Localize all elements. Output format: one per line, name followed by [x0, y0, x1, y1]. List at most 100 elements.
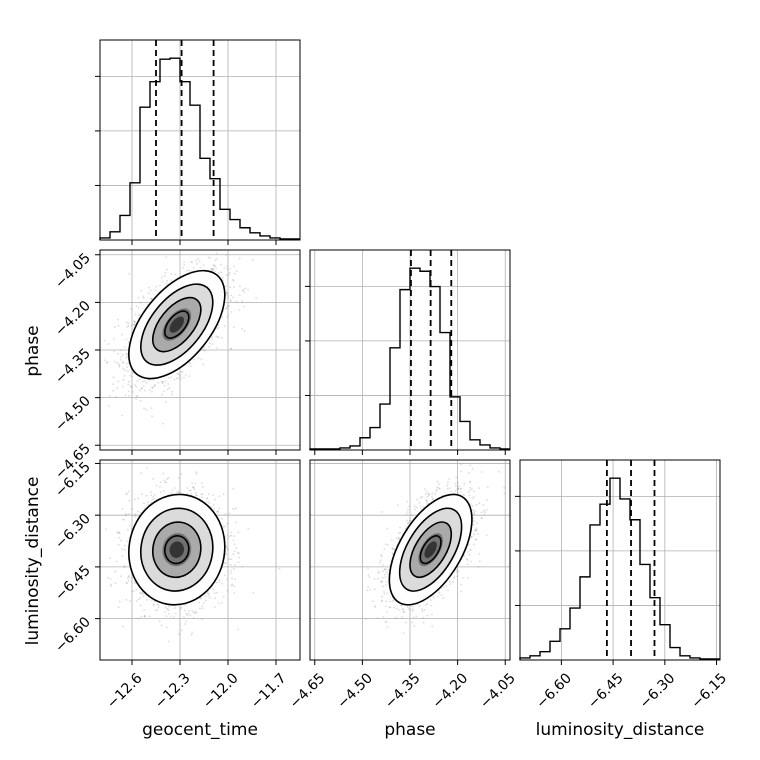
scatter-point: [117, 324, 120, 327]
scatter-point: [228, 558, 231, 561]
scatter-point: [237, 551, 240, 554]
scatter-point: [114, 570, 117, 573]
scatter-point: [383, 568, 386, 571]
scatter-point: [157, 606, 160, 609]
scatter-point: [231, 583, 234, 586]
scatter-point: [130, 307, 133, 310]
scatter-point: [121, 555, 124, 557]
scatter-point: [139, 592, 142, 595]
scatter-point: [118, 600, 121, 603]
scatter-point: [164, 606, 167, 609]
scatter-point: [122, 354, 124, 356]
scatter-point: [163, 384, 166, 387]
scatter-point: [220, 517, 223, 520]
scatter-point: [195, 611, 198, 613]
scatter-point: [406, 606, 409, 609]
scatter-point: [211, 338, 213, 341]
scatter-point: [145, 381, 148, 384]
scatter-point: [229, 286, 232, 288]
scatter-point: [195, 492, 197, 494]
scatter-point: [127, 325, 130, 328]
scatter-point: [196, 262, 198, 265]
scatter-point: [161, 393, 164, 396]
scatter-point: [208, 345, 211, 348]
scatter-point: [226, 316, 229, 319]
scatter-point: [197, 257, 200, 260]
scatter-point: [149, 289, 152, 292]
scatter-point: [201, 348, 204, 351]
scatter-point: [162, 472, 165, 475]
scatter-point: [103, 359, 106, 362]
scatter-point: [200, 358, 203, 361]
scatter-point: [167, 376, 170, 379]
scatter-point: [131, 507, 134, 510]
scatter-point: [192, 358, 195, 361]
scatter-point: [233, 585, 236, 587]
scatter-point: [422, 506, 425, 508]
scatter-point: [194, 494, 197, 497]
scatter-point: [186, 614, 188, 617]
scatter-point: [146, 501, 149, 503]
scatter-point: [232, 278, 234, 281]
scatter-point: [176, 372, 179, 375]
scatter-point: [167, 383, 170, 385]
scatter-point: [397, 532, 400, 534]
scatter-point: [189, 614, 192, 617]
scatter-point: [125, 582, 128, 585]
scatter-point: [133, 498, 136, 501]
scatter-point: [137, 598, 140, 601]
scatter-point: [160, 380, 163, 383]
scatter-point: [226, 537, 229, 540]
scatter-point: [139, 399, 142, 402]
scatter-point: [103, 339, 106, 342]
scatter-point: [231, 577, 233, 580]
scatter-point: [127, 322, 130, 325]
scatter-point: [133, 580, 136, 583]
scatter-point: [428, 492, 431, 495]
scatter-point: [191, 631, 193, 634]
scatter-point: [189, 362, 192, 365]
scatter-point: [172, 616, 175, 619]
scatter-point: [373, 588, 376, 591]
scatter-point: [115, 560, 118, 563]
scatter-point: [105, 528, 108, 531]
scatter-point: [188, 375, 190, 377]
scatter-point: [162, 422, 164, 425]
scatter-point: [201, 618, 203, 621]
scatter-point: [175, 491, 178, 494]
scatter-point: [156, 603, 159, 606]
scatter-point: [386, 626, 389, 629]
scatter-point: [385, 543, 387, 546]
scatter-point: [157, 604, 160, 607]
scatter-point: [133, 320, 136, 323]
scatter-point: [233, 535, 235, 538]
scatter-point: [183, 616, 185, 618]
scatter-point: [238, 294, 241, 296]
scatter-point: [128, 272, 131, 275]
scatter-point: [164, 380, 167, 383]
scatter-point: [124, 369, 126, 372]
panel-frame: [99, 39, 301, 241]
scatter-point: [142, 380, 144, 383]
scatter-point: [232, 567, 235, 570]
scatter-point: [188, 269, 191, 272]
scatter-point: [127, 579, 130, 582]
scatter-point: [121, 518, 124, 521]
scatter-point: [174, 612, 177, 615]
scatter-point: [385, 584, 387, 587]
scatter-point: [503, 486, 506, 489]
scatter-point: [127, 490, 130, 493]
scatter-point: [426, 502, 429, 505]
scatter-point: [127, 341, 130, 344]
scatter-point: [117, 380, 120, 383]
scatter-point: [232, 487, 235, 490]
scatter-point: [367, 574, 370, 577]
scatter-point: [413, 625, 416, 627]
scatter-point: [436, 486, 439, 489]
scatter-point: [204, 349, 206, 352]
scatter-point: [233, 265, 235, 268]
scatter-point: [147, 503, 150, 506]
scatter-point: [167, 476, 170, 479]
scatter-point: [130, 527, 133, 530]
